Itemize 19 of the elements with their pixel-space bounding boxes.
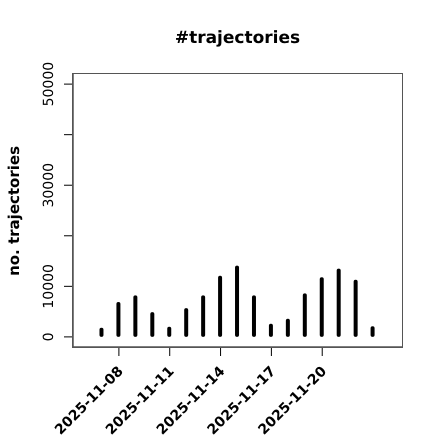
bar (150, 312, 154, 337)
y-tick-label: 30000 (41, 162, 57, 208)
bar (184, 308, 188, 337)
chart-title: #trajectories (174, 27, 302, 49)
bar (320, 277, 324, 337)
bar (218, 276, 222, 337)
bar (133, 295, 138, 337)
y-axis-title: no. trajectories (5, 146, 23, 276)
y-tick-label: 0 (41, 332, 57, 342)
bar (201, 295, 206, 337)
y-tick-label: 10000 (41, 264, 57, 309)
bar (252, 295, 256, 337)
y-tick-label: 50000 (41, 62, 57, 106)
bar (235, 266, 240, 337)
bar (302, 293, 307, 337)
bar (116, 302, 120, 337)
bar (354, 280, 358, 337)
bar (336, 268, 341, 337)
bar (286, 318, 290, 337)
